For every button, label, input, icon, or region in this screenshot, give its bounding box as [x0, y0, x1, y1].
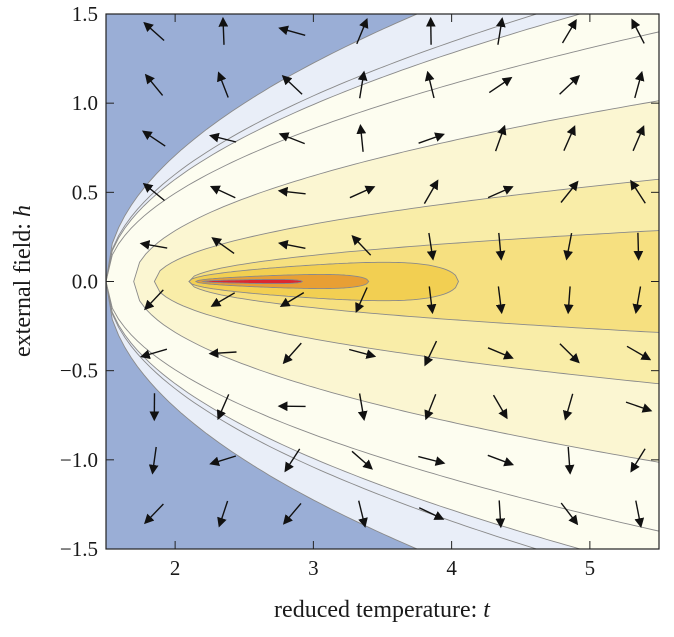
x-tick-label: 3: [308, 556, 319, 580]
y-tick-label: 1.5: [72, 2, 98, 26]
y-tick-label: 0.5: [72, 180, 98, 204]
x-axis-label: reduced temperature: t: [274, 597, 491, 623]
y-tick-label: −0.5: [60, 359, 98, 383]
y-tick-label: 1.0: [72, 91, 98, 115]
y-tick-label: 0.0: [72, 270, 98, 294]
x-tick-label: 2: [170, 556, 181, 580]
y-axis-label: external field: h: [10, 205, 36, 357]
x-tick-label: 4: [446, 556, 457, 580]
vector-arrow: [223, 19, 224, 45]
x-tick-label: 5: [585, 556, 596, 580]
y-tick-label: −1.0: [60, 448, 98, 472]
vector-arrow: [638, 233, 639, 259]
y-tick-label: −1.5: [60, 537, 98, 561]
